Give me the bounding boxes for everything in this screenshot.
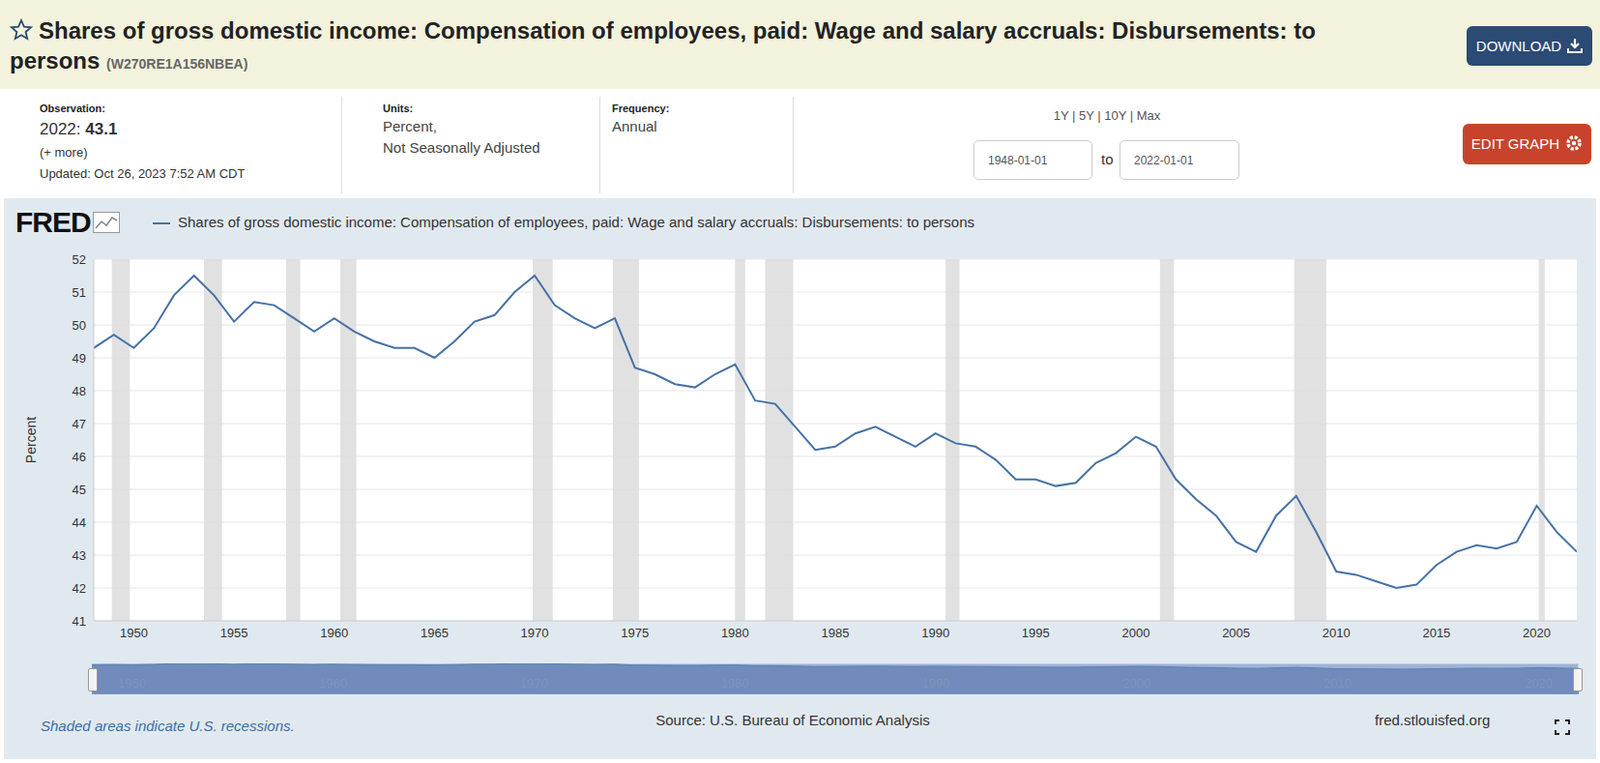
html-text:EDIT GRAPH: EDIT GRAPH — [1471, 135, 1560, 152]
svg-text:1990: 1990 — [921, 675, 950, 691]
svg-text:1960: 1960 — [319, 675, 348, 691]
svg-text:42: 42 — [72, 581, 87, 596]
html-text:Shaded areas indicate U.S. rec: Shaded areas indicate U.S. recessions. — [40, 717, 295, 734]
html-text:Observation:: Observation: — [39, 102, 106, 115]
html-text:DOWNLOAD: DOWNLOAD — [1476, 37, 1562, 55]
svg-text:2000: 2000 — [1121, 625, 1150, 640]
svg-text:49: 49 — [72, 350, 87, 366]
svg-text:47: 47 — [72, 416, 87, 432]
svg-text:1960: 1960 — [320, 625, 349, 640]
svg-text:1970: 1970 — [520, 675, 549, 691]
svg-text:1970: 1970 — [521, 625, 550, 640]
html-text:fred.stlouisfed.org: fred.stlouisfed.org — [1374, 711, 1490, 728]
html-text:1Y | 5Y | 10Y | Max: 1Y | 5Y | 10Y | Max — [1053, 108, 1161, 123]
html-text:Frequency:: Frequency: — [611, 102, 670, 115]
svg-text:2015: 2015 — [1422, 625, 1451, 640]
svg-text:1980: 1980 — [721, 675, 750, 691]
svg-text:50: 50 — [72, 318, 87, 333]
svg-text:45: 45 — [72, 482, 87, 497]
svg-text:46: 46 — [72, 449, 87, 465]
html-text:2022: 43.1: 2022: 43.1 — [39, 119, 118, 139]
svg-text:1980: 1980 — [721, 625, 750, 640]
svg-text:2000: 2000 — [1122, 675, 1151, 691]
svg-text:1965: 1965 — [420, 625, 449, 640]
html-text:Percent,: Percent, — [382, 117, 437, 135]
svg-text:48: 48 — [72, 383, 87, 399]
html-text:1948-01-01: 1948-01-01 — [988, 153, 1048, 168]
html-text:Units:: Units: — [382, 102, 414, 115]
html-text:Shares of gross domestic incom: Shares of gross domestic income: Compens… — [177, 213, 975, 231]
svg-text:44: 44 — [72, 515, 87, 530]
html-text:Updated: Oct 26, 2023 7:52 AM: Updated: Oct 26, 2023 7:52 AM CDT — [39, 166, 246, 181]
svg-text:2010: 2010 — [1322, 625, 1351, 640]
html-text:Shares of gross domestic incom: Shares of gross domestic income: Compens… — [9, 17, 1316, 74]
html-text:2022-01-01: 2022-01-01 — [1134, 153, 1194, 168]
svg-text:51: 51 — [72, 285, 87, 300]
svg-text:1975: 1975 — [620, 625, 649, 640]
html-text:FRED: FRED — [15, 205, 91, 238]
html-text:Source: U.S. Bureau of Economi: Source: U.S. Bureau of Economic Analysis — [655, 711, 930, 728]
html-text:to: to — [1101, 150, 1114, 168]
svg-text:2020: 2020 — [1522, 625, 1551, 640]
svg-text:1955: 1955 — [220, 625, 249, 640]
svg-text:1950: 1950 — [119, 625, 148, 640]
html-text:(+ more): (+ more) — [39, 145, 88, 160]
html-text:Annual: Annual — [611, 117, 658, 135]
svg-text:2010: 2010 — [1323, 675, 1352, 691]
svg-text:1990: 1990 — [921, 625, 950, 640]
svg-text:41: 41 — [72, 613, 87, 629]
svg-text:2020: 2020 — [1524, 675, 1553, 691]
html-text:Not Seasonally Adjusted: Not Seasonally Adjusted — [382, 139, 541, 156]
svg-text:1950: 1950 — [117, 675, 146, 691]
svg-text:1995: 1995 — [1021, 625, 1050, 640]
svg-text:43: 43 — [72, 548, 87, 563]
svg-text:52: 52 — [72, 252, 87, 267]
svg-text:Percent: Percent — [23, 416, 39, 464]
svg-text:2005: 2005 — [1221, 625, 1251, 640]
svg-text:1985: 1985 — [821, 625, 850, 640]
